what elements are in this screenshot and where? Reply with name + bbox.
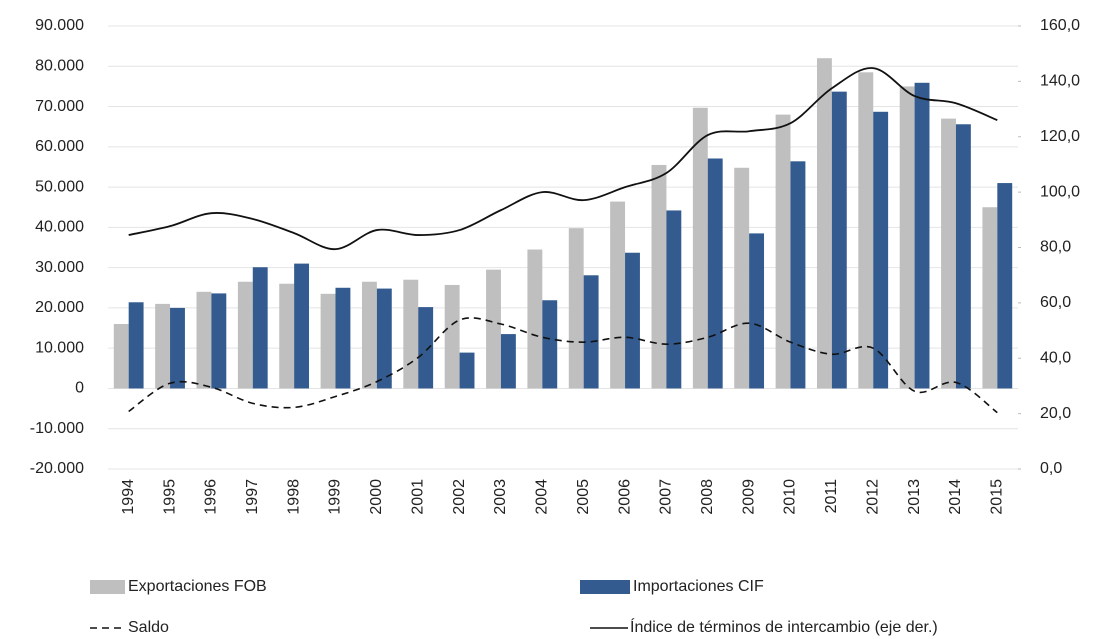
x-tick-label: 1999 [327,479,344,515]
bar [444,284,460,389]
bar [279,283,295,389]
line [128,317,998,414]
bar [542,300,558,389]
bar [294,263,310,389]
y-tick-label: 30.000 [35,259,84,276]
bar [376,288,392,389]
y2-tick-label: 160,0 [1040,17,1080,34]
y-tick-label: 20.000 [35,299,84,316]
x-tick-label: 2000 [368,479,385,515]
bar [418,307,434,389]
x-tick-label: 2002 [451,479,468,515]
x-tick-label: 1996 [203,479,220,515]
x-tick-label: 1994 [120,479,137,515]
x-tick-label: 2009 [740,479,757,515]
x-tick-label: 2012 [864,479,881,515]
y2-tick-label: 80,0 [1040,239,1071,256]
x-tick-label: 2010 [782,479,799,515]
x-tick-label: 2004 [534,479,551,515]
line [128,67,998,251]
bar [252,267,268,389]
x-tick-label: 2015 [989,479,1006,515]
legend-label: Importaciones CIF [633,578,764,595]
y2-tick-label: 120,0 [1040,128,1080,145]
bar [237,281,253,389]
bar [775,114,791,389]
x-tick-label: 2013 [906,479,923,515]
bar [790,161,806,389]
bar [734,167,750,389]
bar [500,334,516,389]
bar [997,183,1013,389]
bar [831,91,847,389]
x-tick-label: 2014 [947,479,964,515]
bar [320,293,336,389]
bar [914,82,930,389]
y2-tick-label: 100,0 [1040,183,1080,200]
bar [170,307,185,389]
y2-tick-label: 60,0 [1040,294,1071,311]
x-tick-label: 2006 [616,479,633,515]
y-tick-label: 70.000 [35,98,84,115]
y-tick-label: 40.000 [35,219,84,236]
bar [625,252,640,389]
y-tick-label: 10.000 [35,339,84,356]
bar [858,72,874,389]
bar [899,86,915,389]
y2-tick-label: 40,0 [1040,349,1071,366]
x-tick-label: 2003 [492,479,509,515]
bar [196,291,212,389]
legend-label: Exportaciones FOB [128,578,267,595]
bar [873,111,889,389]
bar [955,124,971,389]
bar [816,58,832,389]
x-tick-label: 2008 [699,479,716,515]
y2-tick-label: 0,0 [1040,460,1062,477]
x-tick-label: 1995 [161,479,178,515]
legend-swatch [90,580,125,594]
bar [749,233,765,389]
x-tick-label: 1997 [244,479,261,515]
bar [941,118,956,389]
x-tick-label: 2005 [575,479,592,515]
bar [651,164,667,389]
bar [527,249,543,389]
y-tick-label: -20.000 [30,460,84,477]
x-tick-label: 2001 [409,479,426,515]
y2-tick-label: 140,0 [1040,73,1080,90]
legend-label: Saldo [128,619,169,636]
bar [211,293,227,389]
y2-tick-label: 20,0 [1040,405,1071,422]
bar [583,275,599,389]
y-tick-label: 50.000 [35,178,84,195]
y-tick-label: 90.000 [35,17,84,34]
y-tick-label: 80.000 [35,57,84,74]
legend-label: Índice de términos de intercambio (eje d… [630,617,938,636]
x-tick-label: 1998 [285,479,302,515]
bar [610,201,626,389]
bar [692,107,708,389]
y-tick-label: -10.000 [30,420,84,437]
x-tick-label: 2007 [658,479,675,515]
bar [982,207,998,389]
x-tick-label: 2011 [823,479,840,514]
bar [666,210,682,389]
bar [403,279,419,389]
legend-swatch [580,580,630,594]
bar [155,303,171,389]
bar [486,269,501,389]
bar [113,324,129,389]
bar [361,281,377,389]
y-tick-label: 0 [75,380,84,397]
bar [707,158,723,389]
bar [128,302,144,389]
bar [568,228,584,389]
y-tick-label: 60.000 [35,138,84,155]
bar [335,287,351,389]
bar [459,352,475,389]
